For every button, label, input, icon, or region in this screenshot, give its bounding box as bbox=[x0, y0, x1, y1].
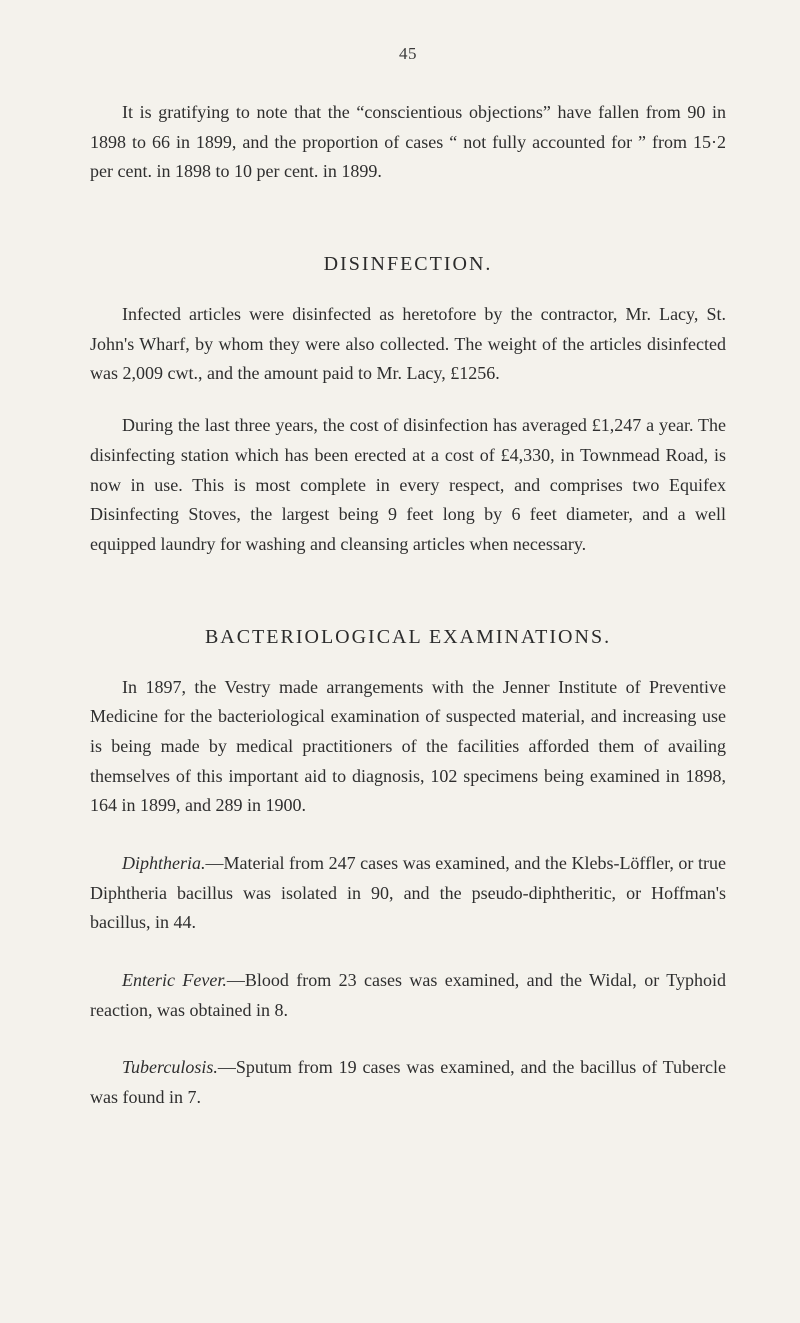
paragraph-diphtheria: Diphtheria.—Material from 247 cases was … bbox=[90, 849, 726, 938]
paragraph: In 1897, the Vestry made arrangements wi… bbox=[90, 673, 726, 821]
page-number: 45 bbox=[90, 44, 726, 64]
paragraph-enteric-fever: Enteric Fever.—Blood from 23 cases was e… bbox=[90, 966, 726, 1025]
section-heading-disinfection: DISINFECTION. bbox=[90, 253, 726, 276]
term-enteric-fever: Enteric Fever. bbox=[122, 970, 227, 990]
term-tuberculosis: Tuberculosis. bbox=[122, 1057, 218, 1077]
document-page: 45 It is gratifying to note that the “co… bbox=[0, 0, 800, 1323]
paragraph: During the last three years, the cost of… bbox=[90, 411, 726, 559]
spacer bbox=[90, 209, 726, 223]
paragraph: Infected articles were disinfected as he… bbox=[90, 300, 726, 389]
paragraph: It is gratifying to note that the “consc… bbox=[90, 98, 726, 187]
term-diphtheria: Diphtheria. bbox=[122, 853, 206, 873]
paragraph-tuberculosis: Tuberculosis.—Sputum from 19 cases was e… bbox=[90, 1053, 726, 1112]
section-heading-bacteriological: BACTERIOLOGICAL EXAMINATIONS. bbox=[90, 626, 726, 649]
spacer bbox=[90, 582, 726, 596]
